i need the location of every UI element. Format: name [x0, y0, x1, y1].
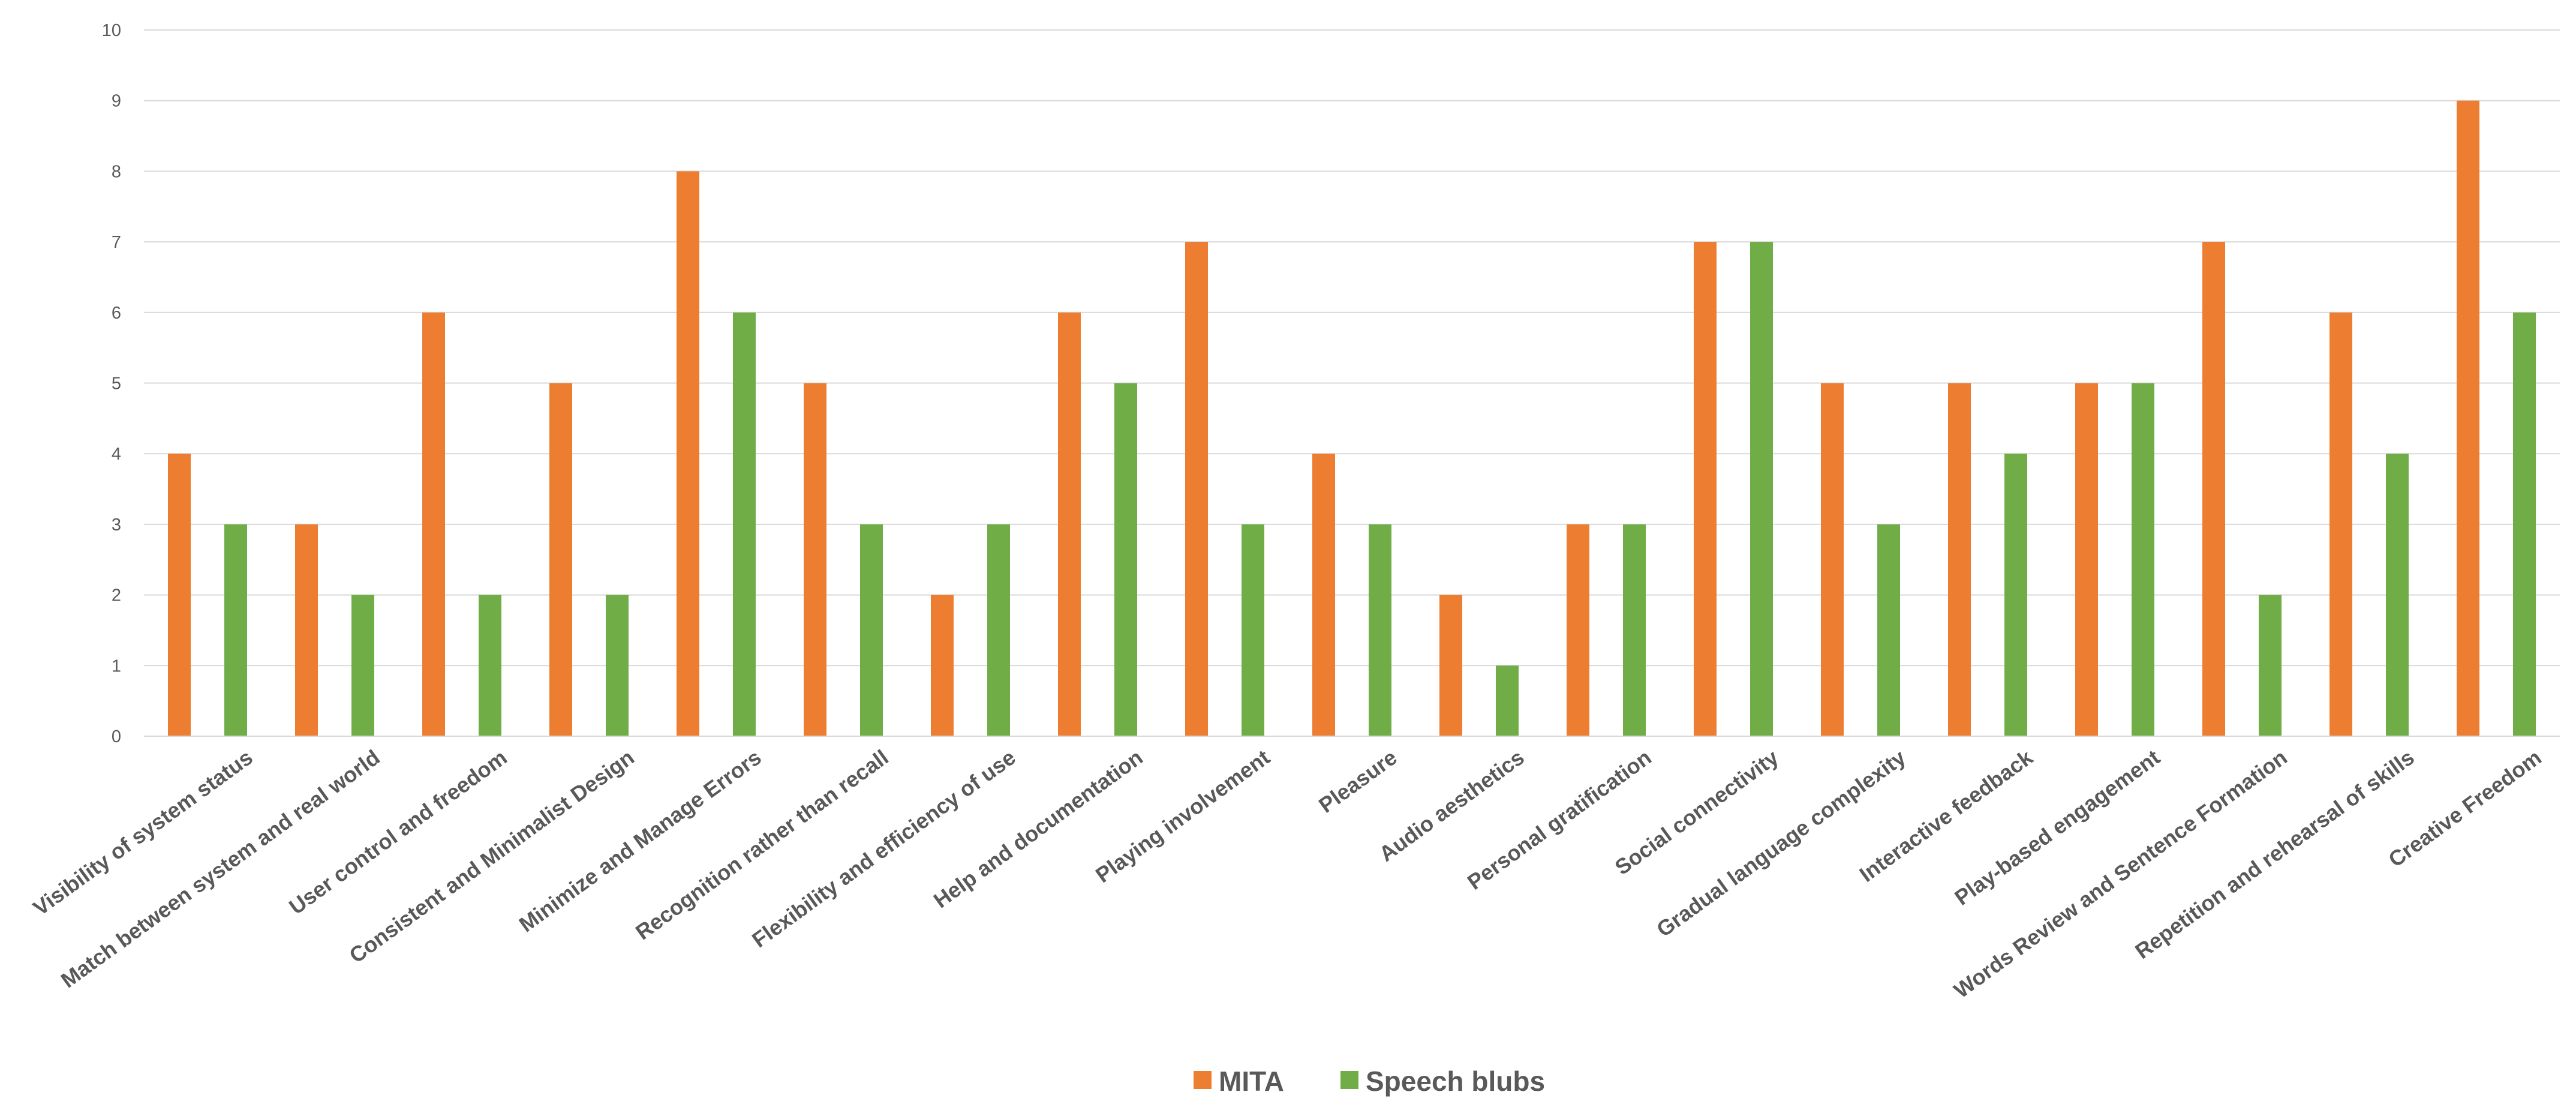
y-tick-label: 7: [112, 233, 121, 252]
bar-mita-19: [2457, 100, 2479, 737]
y-tick-label: 9: [112, 92, 121, 111]
y-axis-ticks: 0 1 2 3 4 5 6 7 8 9 10: [102, 21, 121, 746]
x-tick-label: Minimize and Manage Errors: [515, 745, 766, 937]
bar-speech-blubs-16: [2132, 383, 2154, 736]
bar-speech-blubs-3: [479, 595, 501, 736]
bar-mita-13: [1694, 242, 1717, 737]
x-tick-label: Pleasure: [1314, 745, 1402, 817]
y-tick-label: 6: [112, 304, 121, 323]
y-tick-label: 8: [112, 162, 121, 181]
bar-speech-blubs-7: [987, 524, 1010, 736]
bar-speech-blubs-10: [1369, 524, 1391, 736]
bar-speech-blubs-12: [1623, 524, 1646, 736]
x-tick-label: Help and documentation: [929, 745, 1147, 913]
bar-speech-blubs-4: [606, 595, 629, 736]
bar-mita-9: [1185, 242, 1208, 737]
bar-speech-blubs-8: [1114, 383, 1137, 736]
x-tick-label: Gradual language complexity: [1652, 745, 1910, 941]
bar-mita-2: [295, 524, 318, 736]
bar-speech-blubs-18: [2386, 454, 2409, 736]
bar-mita-15: [1948, 383, 1971, 736]
gridlines: [144, 29, 2560, 667]
bar-mita-5: [677, 171, 699, 736]
x-tick-label: Repetition and rehearsal of skills: [2130, 745, 2419, 964]
bar-mita-7: [931, 595, 954, 736]
x-tick-label: User control and freedom: [284, 745, 512, 919]
bar-mita-16: [2075, 383, 2098, 736]
bar-mita-1: [168, 454, 191, 736]
x-tick-label: Flexibility and efficiency of use: [747, 745, 1020, 952]
y-tick-label: 2: [112, 586, 121, 605]
bars: [168, 100, 2536, 737]
bar-mita-12: [1567, 524, 1589, 736]
bar-speech-blubs-14: [1877, 524, 1900, 736]
bar-speech-blubs-9: [1242, 524, 1264, 736]
x-tick-label: Play-based engagement: [1950, 745, 2165, 910]
bar-speech-blubs-6: [860, 524, 883, 736]
legend-swatch-speech-blubs: [1340, 1071, 1358, 1089]
bar-mita-18: [2329, 312, 2352, 736]
bar-speech-blubs-11: [1496, 665, 1519, 736]
bar-mita-3: [422, 312, 445, 736]
x-tick-label: Recognition rather than recall: [631, 745, 893, 944]
y-tick-label: 5: [112, 374, 121, 394]
y-tick-label: 4: [112, 445, 121, 464]
y-tick-label: 1: [112, 656, 121, 676]
y-tick-label: 0: [112, 727, 121, 746]
bar-speech-blubs-5: [733, 312, 756, 736]
bar-speech-blubs-15: [2004, 454, 2027, 736]
bar-mita-14: [1821, 383, 1844, 736]
legend-label-mita: MITA: [1219, 1066, 1284, 1097]
legend: MITA Speech blubs: [1194, 1066, 1545, 1097]
bar-mita-11: [1439, 595, 1462, 736]
y-tick-label: 10: [102, 21, 121, 40]
bar-mita-6: [804, 383, 826, 736]
bar-speech-blubs-19: [2513, 312, 2536, 736]
bar-mita-4: [549, 383, 572, 736]
legend-label-speech-blubs: Speech blubs: [1366, 1066, 1545, 1097]
bar-speech-blubs-1: [224, 524, 247, 736]
legend-swatch-mita: [1194, 1071, 1212, 1089]
bar-mita-8: [1058, 312, 1081, 736]
bar-speech-blubs-13: [1750, 242, 1773, 737]
bar-speech-blubs-2: [351, 595, 374, 736]
x-tick-label: Visibility of system status: [28, 745, 257, 920]
bar-mita-17: [2202, 242, 2225, 737]
y-tick-label: 3: [112, 515, 121, 535]
bar-speech-blubs-17: [2259, 595, 2282, 736]
bar-mita-10: [1312, 454, 1335, 736]
